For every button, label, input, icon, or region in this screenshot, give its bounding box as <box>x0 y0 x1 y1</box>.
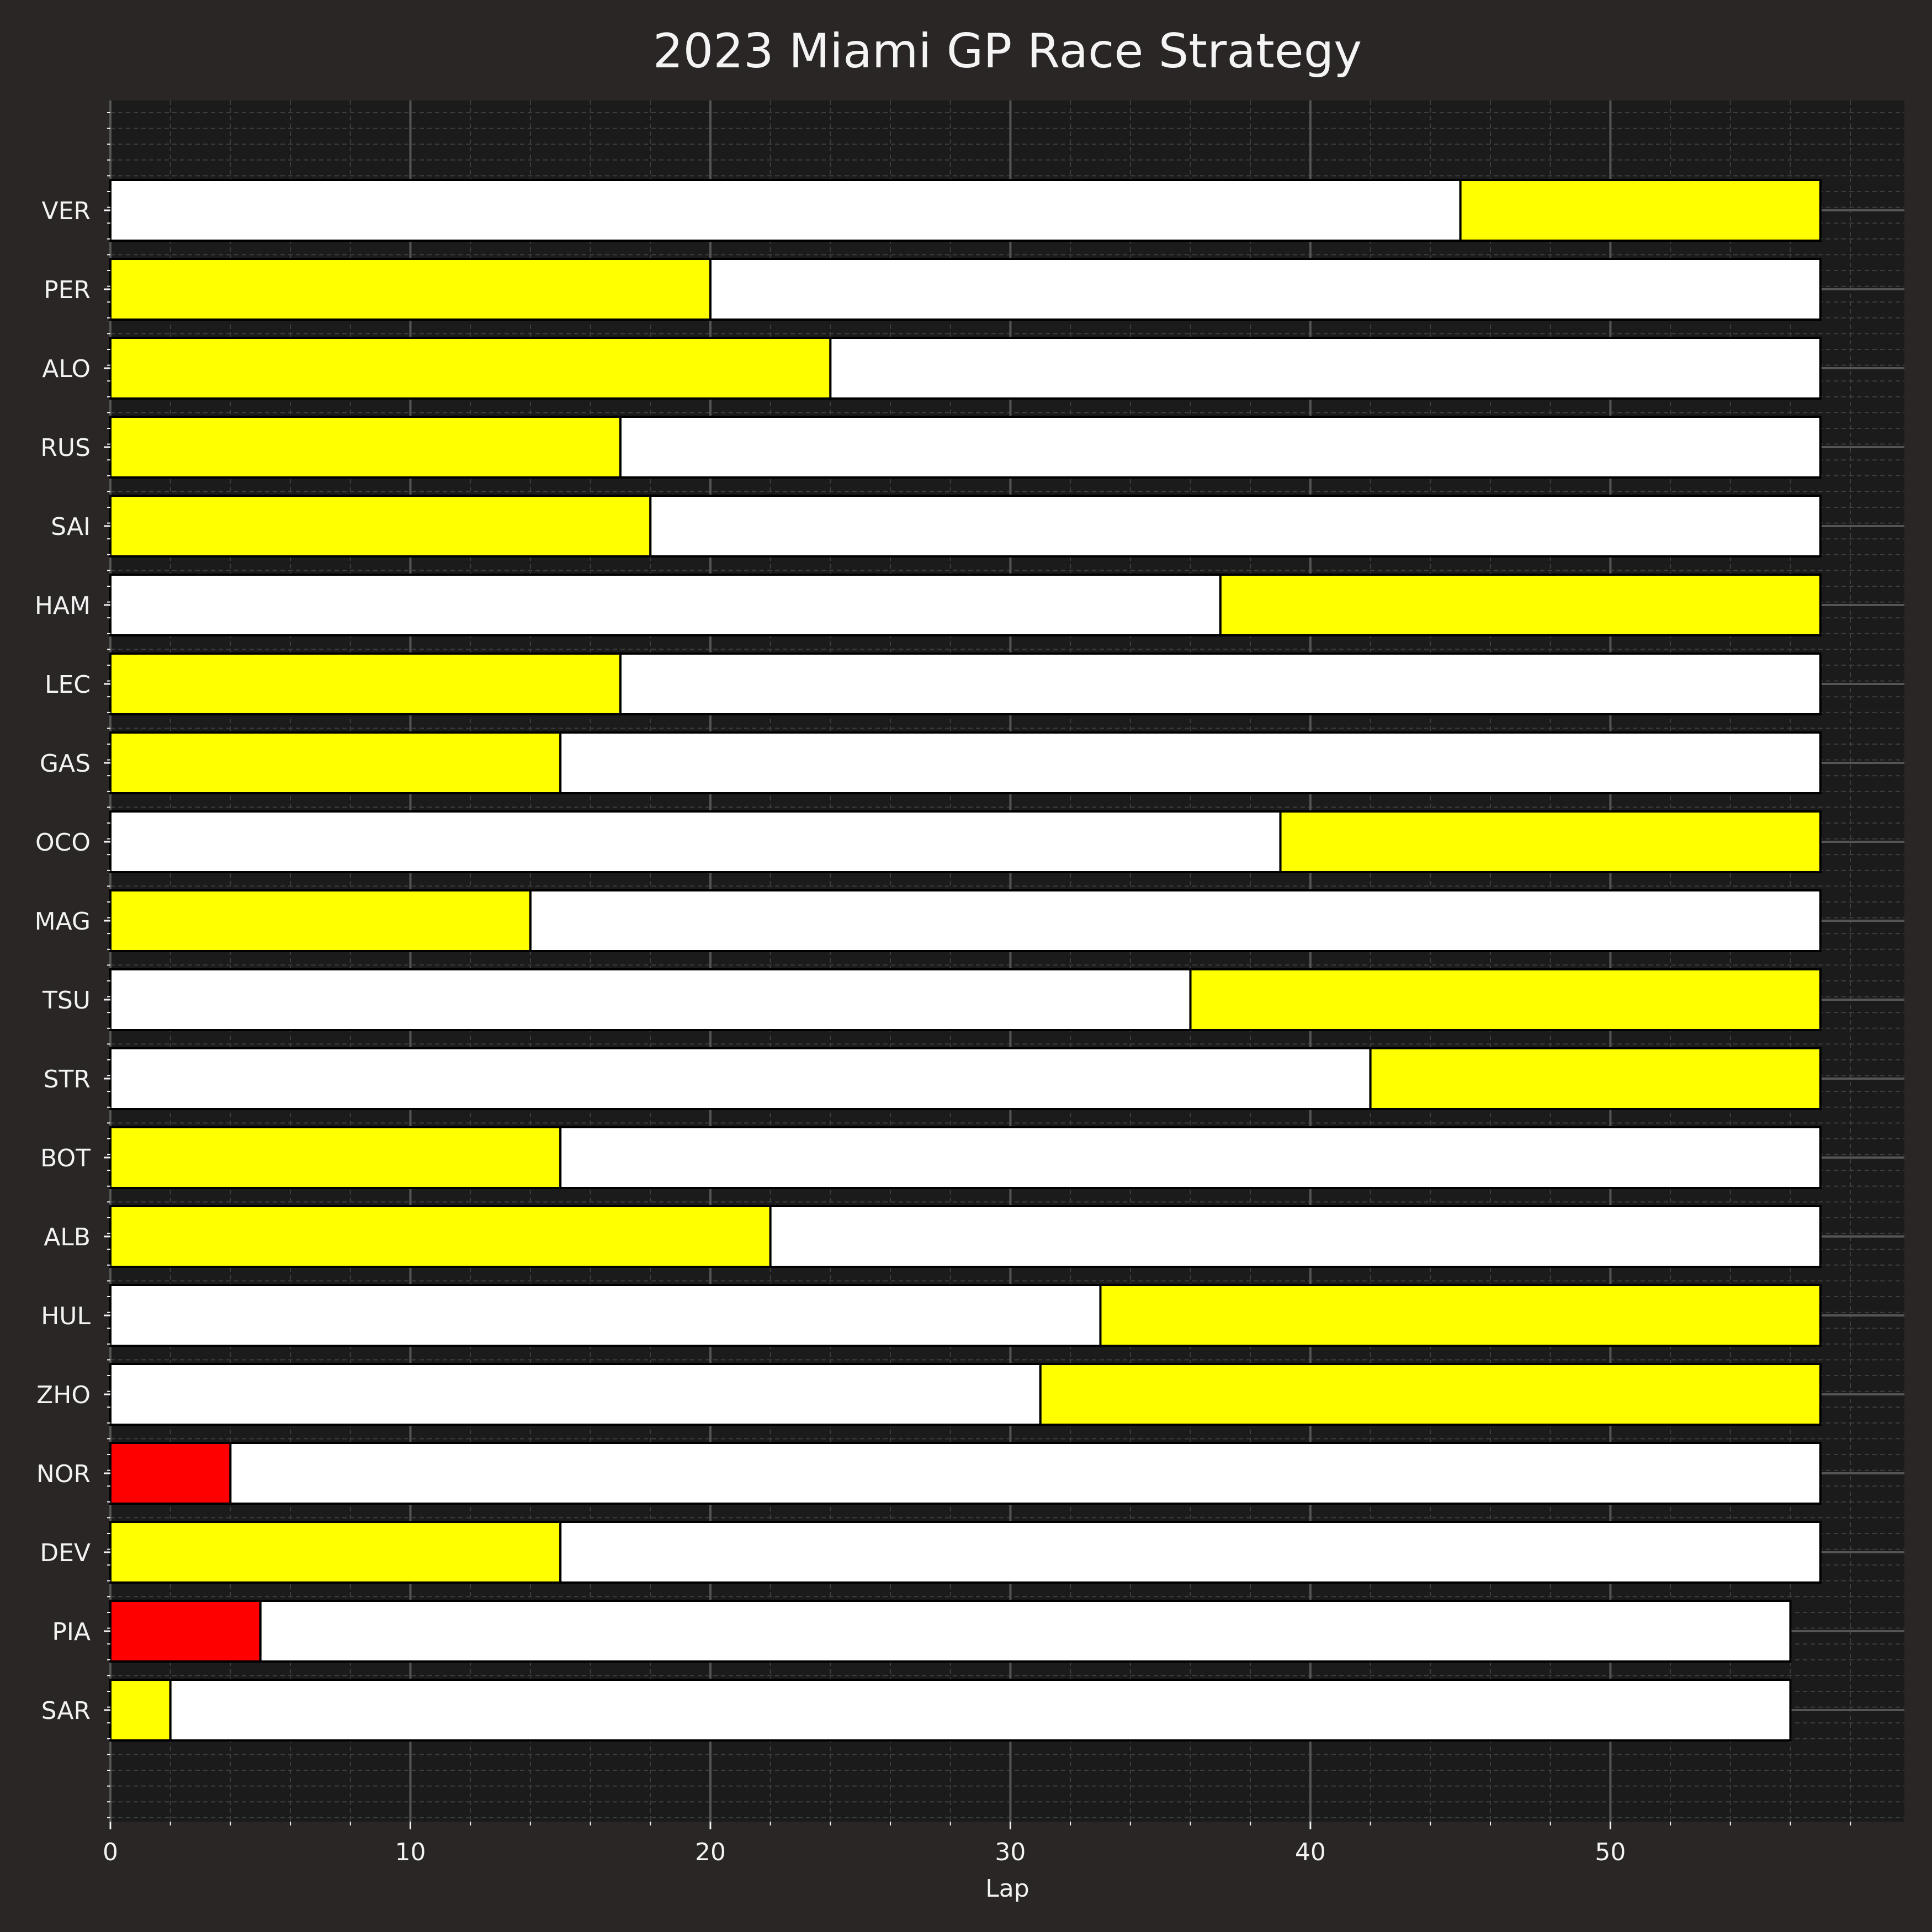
bar-zho-medium <box>1039 1363 1822 1426</box>
x-tick-label: 30 <box>995 1838 1026 1866</box>
bar-ver-medium <box>1459 179 1822 242</box>
bar-alb-medium <box>109 1205 772 1268</box>
y-tick-label-str: STR <box>44 1065 91 1094</box>
bar-rus-medium <box>109 416 622 479</box>
x-tick-label: 10 <box>395 1838 426 1866</box>
bar-oco-hard <box>109 810 1282 873</box>
bar-sai-medium <box>109 495 652 558</box>
bar-per-hard <box>709 258 1822 321</box>
bar-sar-medium <box>109 1679 172 1742</box>
bar-pia-soft <box>109 1600 262 1663</box>
y-tick-label-sai: SAI <box>51 513 91 541</box>
y-tick-label-pia: PIA <box>52 1618 91 1646</box>
x-tick-label: 40 <box>1295 1838 1326 1866</box>
bar-tsu-hard <box>109 968 1192 1031</box>
bar-ver-hard <box>109 179 1462 242</box>
bar-sai-hard <box>649 495 1822 558</box>
x-tick-label: 0 <box>103 1838 118 1866</box>
bar-gas-medium <box>109 731 562 794</box>
bar-bot-hard <box>559 1126 1822 1189</box>
y-tick-label-sar: SAR <box>41 1697 91 1725</box>
bar-oco-medium <box>1279 810 1822 873</box>
bar-tsu-medium <box>1189 968 1822 1031</box>
y-tick-label-hul: HUL <box>41 1302 91 1330</box>
y-tick-label-gas: GAS <box>40 750 91 778</box>
y-tick-label-oco: OCO <box>35 829 91 857</box>
bar-alo-medium <box>109 337 832 400</box>
y-tick-label-tsu: TSU <box>42 986 91 1015</box>
bar-per-medium <box>109 258 712 321</box>
y-tick-label-bot: BOT <box>40 1144 91 1172</box>
bar-hul-medium <box>1099 1284 1822 1347</box>
bar-mag-hard <box>529 889 1822 952</box>
y-tick-label-alb: ALB <box>44 1223 91 1251</box>
y-tick-label-ham: HAM <box>35 592 91 620</box>
bar-lec-hard <box>619 652 1822 715</box>
y-tick-label-alo: ALO <box>42 355 91 383</box>
bar-str-hard <box>109 1047 1372 1110</box>
x-tick-label: 50 <box>1595 1838 1626 1866</box>
bar-str-medium <box>1369 1047 1822 1110</box>
y-tick-label-dev: DEV <box>40 1539 91 1567</box>
bar-ham-hard <box>109 574 1222 636</box>
chart-title: 2023 Miami GP Race Strategy <box>653 24 1362 79</box>
y-tick-label-ver: VER <box>42 197 91 225</box>
bar-hul-hard <box>109 1284 1102 1347</box>
y-tick-label-lec: LEC <box>45 671 91 699</box>
bar-rus-hard <box>619 416 1822 479</box>
y-tick-label-zho: ZHO <box>36 1381 91 1409</box>
bar-ham-medium <box>1219 574 1822 636</box>
bar-sar-hard <box>169 1679 1792 1742</box>
bar-lec-medium <box>109 652 622 715</box>
bar-alo-hard <box>829 337 1822 400</box>
bar-nor-hard <box>229 1442 1822 1505</box>
y-tick-label-nor: NOR <box>36 1460 91 1488</box>
y-tick-label-per: PER <box>44 276 91 304</box>
bar-mag-medium <box>109 889 532 952</box>
x-axis-label: Lap <box>985 1875 1029 1903</box>
y-tick-label-mag: MAG <box>35 907 91 936</box>
bar-gas-hard <box>559 731 1822 794</box>
bar-alb-hard <box>769 1205 1822 1268</box>
bar-bot-medium <box>109 1126 562 1189</box>
bar-zho-hard <box>109 1363 1042 1426</box>
y-tick-label-rus: RUS <box>40 434 91 462</box>
bar-pia-hard <box>259 1600 1792 1663</box>
bar-dev-medium <box>109 1521 562 1584</box>
axes-layer: VER PER ALO RUS SAI HAM LEC GAS OCO MAG TSU STR BOT A… <box>35 112 1851 1866</box>
x-tick-label: 20 <box>695 1838 726 1866</box>
bar-dev-hard <box>559 1521 1822 1584</box>
bar-nor-soft <box>109 1442 232 1505</box>
